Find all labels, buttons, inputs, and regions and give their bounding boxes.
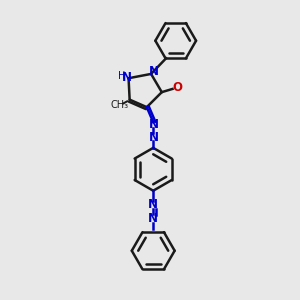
Text: N: N (148, 198, 158, 211)
Text: N: N (122, 70, 132, 84)
Text: O: O (172, 81, 182, 94)
Text: N: N (149, 118, 159, 131)
Text: CH₃: CH₃ (111, 100, 129, 110)
Text: N: N (148, 65, 159, 78)
Text: N: N (148, 212, 158, 225)
Text: N: N (149, 130, 159, 144)
Text: H: H (118, 70, 125, 81)
